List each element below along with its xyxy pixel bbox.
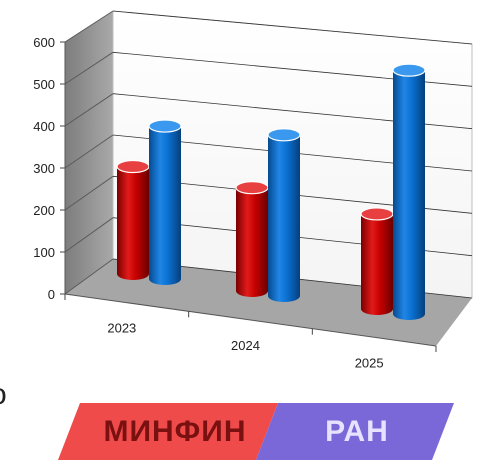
axes	[60, 41, 437, 352]
cylinder-body	[117, 166, 149, 280]
x-category-label: 2024	[231, 338, 260, 353]
badge-minfin: МИНФИН	[58, 403, 278, 460]
side-gridline	[64, 93, 114, 127]
cylinder-top	[116, 159, 150, 174]
badge-ran: РАН	[256, 403, 454, 460]
cylinder-top	[392, 63, 426, 77]
cylinder-top	[148, 119, 182, 133]
side-gridline	[64, 258, 114, 295]
y-tick-label: 300	[33, 161, 55, 176]
back-gridline	[112, 10, 473, 45]
bar-blue-2023	[148, 119, 182, 285]
cylinder-bar-chart: 0 100 200 300 400 500 600 2023 2024 2025	[33, 10, 473, 371]
badge-minfin-label: МИНФИН	[103, 414, 247, 448]
y-tick-label: 600	[33, 35, 55, 50]
y-tick-label: 200	[33, 203, 55, 218]
x-category-label: 2025	[355, 355, 384, 370]
side-gridline	[64, 134, 114, 169]
side-gridline	[64, 217, 114, 253]
bar-red-2024	[235, 181, 269, 297]
x-category-label: 2023	[107, 321, 136, 336]
cylinder-top	[267, 128, 301, 142]
cylinder-top	[360, 207, 394, 221]
y-tick-label: 0	[48, 287, 55, 302]
bar-red-2025	[360, 207, 394, 315]
cylinder-body	[268, 134, 300, 302]
x-axis-line	[64, 293, 437, 347]
y-tick-label: 500	[33, 77, 55, 92]
bars	[116, 63, 426, 320]
y-tick-labels: 0 100 200 300 400 500 600	[33, 35, 55, 302]
cylinder-body	[149, 126, 181, 285]
cylinder-body	[393, 70, 425, 320]
side-gridline	[64, 10, 114, 43]
side-wall	[65, 11, 113, 294]
badge-ran-label: РАН	[325, 414, 389, 448]
side-gridline	[64, 175, 114, 211]
y-tick-label: 100	[33, 245, 55, 260]
x-category-labels: 2023 2024 2025	[107, 321, 383, 371]
side-gridline	[64, 51, 114, 85]
bar-red-2023	[116, 159, 150, 280]
bar-blue-2025	[392, 63, 426, 320]
y-tick-label: 400	[33, 119, 55, 134]
bar-blue-2024	[267, 128, 301, 302]
source-badge: МИНФИН РАН	[58, 403, 454, 460]
cylinder-top	[235, 181, 269, 195]
cylinder-body	[236, 187, 268, 297]
stray-glyph: o	[0, 378, 7, 412]
cylinder-body	[361, 213, 393, 315]
